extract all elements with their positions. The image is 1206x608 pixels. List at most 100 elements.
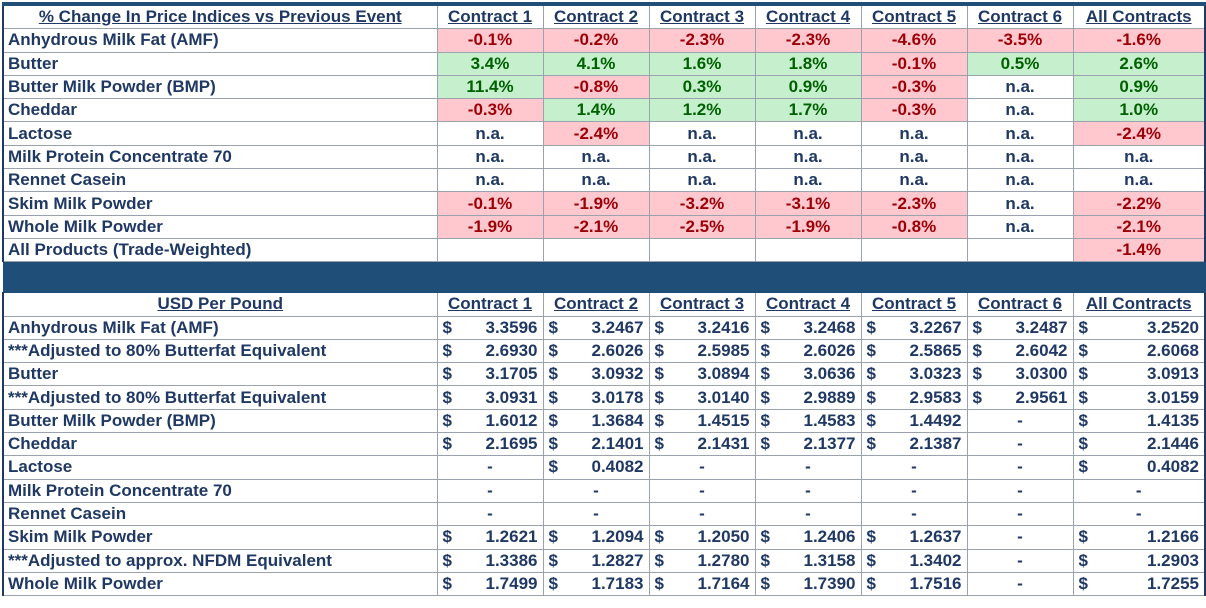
pct-change-cell: -0.8% bbox=[860, 214, 968, 239]
currency-symbol: $ bbox=[1078, 410, 1088, 430]
pct-change-cell: 1.8% bbox=[754, 51, 862, 76]
currency-symbol: $ bbox=[548, 387, 558, 407]
usd-price-cell: $2.6042 bbox=[966, 338, 1074, 364]
currency-symbol: $ bbox=[442, 550, 452, 570]
price-amount: 1.2827 bbox=[591, 550, 644, 570]
usd-price-cell: $3.0300 bbox=[966, 362, 1074, 387]
usd-price-cell: $1.7499 bbox=[436, 571, 544, 597]
empty-value-cell: - bbox=[1072, 501, 1206, 527]
usd-price-cell: $2.1401 bbox=[542, 432, 650, 457]
pct-change-cell: 1.0% bbox=[1072, 98, 1206, 123]
usd-price-cell: $2.1377 bbox=[754, 432, 862, 457]
product-label: Cheddar bbox=[2, 432, 438, 457]
usd-header-row: USD Per Pound Contract 1 Contract 2 Contrac… bbox=[2, 292, 1206, 317]
pct-change-cell: 11.4% bbox=[436, 74, 544, 100]
column-header: Contract 2 bbox=[542, 292, 650, 317]
currency-symbol: $ bbox=[760, 573, 770, 593]
usd-price-cell: $2.9889 bbox=[754, 385, 862, 410]
product-label: Butter bbox=[2, 51, 438, 76]
usd-row: Cheddar $2.1695 $2.1401 $2.1431 $2.1377 $2.13… bbox=[2, 432, 1206, 457]
pct-change-cell: -1.9% bbox=[542, 191, 650, 216]
usd-price-cell: $0.4082 bbox=[542, 455, 650, 480]
price-amount: 1.7390 bbox=[803, 573, 856, 593]
usd-price-cell: $3.0931 bbox=[436, 385, 544, 410]
price-amount: 3.2520 bbox=[1147, 317, 1199, 337]
usd-price-cell: $1.7183 bbox=[542, 571, 650, 597]
product-label: Butter Milk Powder (BMP) bbox=[2, 74, 438, 100]
divider-cell bbox=[754, 261, 862, 294]
price-amount: 2.1695 bbox=[485, 434, 538, 454]
pct-change-cell: 4.1% bbox=[542, 51, 650, 76]
price-amount: 2.6026 bbox=[591, 341, 644, 360]
usd-price-cell: $1.7390 bbox=[754, 571, 862, 597]
pct-change-cell bbox=[966, 237, 1074, 263]
currency-symbol: $ bbox=[866, 550, 876, 570]
currency-symbol: $ bbox=[442, 341, 452, 360]
currency-symbol: $ bbox=[654, 341, 664, 360]
price-amount: 3.0300 bbox=[1015, 364, 1068, 384]
empty-value-cell: - bbox=[860, 501, 968, 527]
currency-symbol: $ bbox=[654, 317, 664, 337]
price-amount: 3.0931 bbox=[485, 387, 538, 407]
empty-value-cell: - bbox=[1072, 478, 1206, 503]
product-label: Rennet Casein bbox=[2, 168, 438, 193]
currency-symbol: $ bbox=[1078, 341, 1088, 360]
divider-cell bbox=[2, 261, 438, 294]
usd-price-cell: $3.0323 bbox=[860, 362, 968, 387]
usd-price-cell: $3.0159 bbox=[1072, 385, 1206, 410]
usd-price-cell: $3.2416 bbox=[648, 315, 756, 340]
price-amount: 0.4082 bbox=[1147, 457, 1199, 477]
price-amount: 2.1401 bbox=[591, 434, 644, 454]
pct-change-cell: -2.3% bbox=[754, 28, 862, 53]
usd-price-cell: $1.2050 bbox=[648, 525, 756, 550]
pct-change-cell: 0.9% bbox=[754, 74, 862, 100]
currency-symbol: $ bbox=[654, 550, 664, 570]
product-label: Milk Protein Concentrate 70 bbox=[2, 478, 438, 503]
currency-symbol: $ bbox=[760, 387, 770, 407]
empty-value-cell: - bbox=[436, 501, 544, 527]
empty-value-cell: - bbox=[966, 548, 1074, 573]
currency-symbol: $ bbox=[760, 317, 770, 337]
currency-symbol: $ bbox=[548, 410, 558, 430]
price-amount: 2.9561 bbox=[1015, 387, 1068, 407]
price-amount: 1.3386 bbox=[485, 550, 538, 570]
pct-change-cell: n.a. bbox=[542, 168, 650, 193]
usd-row: Butter $3.1705 $3.0932 $3.0894 $3.0636 $3.032… bbox=[2, 362, 1206, 387]
divider-cell bbox=[860, 261, 968, 294]
currency-symbol: $ bbox=[442, 410, 452, 430]
usd-row: Butter Milk Powder (BMP) $1.6012 $1.3684 $1… bbox=[2, 408, 1206, 434]
price-amount: 2.6026 bbox=[803, 341, 856, 360]
price-amount: 2.1377 bbox=[803, 434, 856, 454]
price-amount: 3.0178 bbox=[591, 387, 644, 407]
currency-symbol: $ bbox=[866, 527, 876, 547]
usd-price-cell: $1.2166 bbox=[1072, 525, 1206, 550]
usd-price-cell: $2.1695 bbox=[436, 432, 544, 457]
usd-price-cell: $0.4082 bbox=[1072, 455, 1206, 480]
currency-symbol: $ bbox=[548, 364, 558, 384]
currency-symbol: $ bbox=[442, 317, 452, 337]
column-header: All Contracts bbox=[1072, 292, 1206, 317]
pct-change-cell: n.a. bbox=[436, 121, 544, 146]
product-label: Butter bbox=[2, 362, 438, 387]
pct-change-cell: -0.1% bbox=[860, 51, 968, 76]
currency-symbol: $ bbox=[548, 573, 558, 593]
pct-change-cell: n.a. bbox=[542, 144, 650, 170]
price-amount: 1.2406 bbox=[803, 527, 856, 547]
price-amount: 1.2050 bbox=[697, 527, 750, 547]
pct-change-cell bbox=[754, 237, 862, 263]
currency-symbol: $ bbox=[760, 341, 770, 360]
pct-change-cell: -2.4% bbox=[542, 121, 650, 146]
pct-change-cell: 1.4% bbox=[542, 98, 650, 123]
section-divider bbox=[2, 261, 1206, 294]
price-amount: 2.5985 bbox=[697, 341, 750, 360]
usd-row: ***Adjusted to 80% Butterfat Equivalent $… bbox=[2, 338, 1206, 364]
usd-price-cell: $2.1387 bbox=[860, 432, 968, 457]
usd-price-cell: $1.2637 bbox=[860, 525, 968, 550]
pct-change-cell: -0.3% bbox=[860, 98, 968, 123]
currency-symbol: $ bbox=[866, 573, 876, 593]
price-amount: 3.2467 bbox=[591, 317, 644, 337]
divider-cell bbox=[1072, 261, 1206, 294]
price-amount: 3.2468 bbox=[803, 317, 856, 337]
currency-symbol: $ bbox=[442, 434, 452, 454]
currency-symbol: $ bbox=[866, 317, 876, 337]
